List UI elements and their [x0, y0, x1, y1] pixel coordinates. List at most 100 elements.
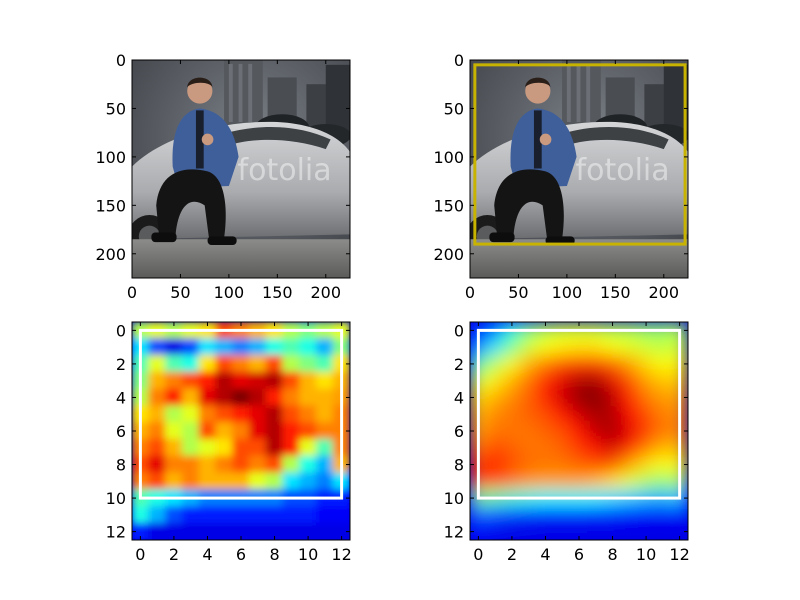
heatmap-cell [486, 338, 505, 357]
heatmap-cell [198, 371, 217, 390]
heatmap-cell [536, 438, 555, 457]
heatmap-cell [181, 422, 200, 440]
y-tick-label: 6 [454, 422, 464, 441]
heatmap-cell [148, 338, 167, 357]
heatmap-cell [265, 388, 284, 407]
heatmap-cell [299, 371, 317, 390]
x-tick-label: 12 [331, 545, 351, 564]
x-tick-label: 10 [298, 545, 318, 564]
heatmap-cell [620, 388, 639, 407]
heatmap-cell [653, 472, 672, 491]
heatmap-cell [620, 405, 639, 424]
y-tick-label: 4 [454, 388, 464, 407]
heatmap-cell [586, 522, 605, 540]
heatmap-cell [553, 355, 572, 373]
heatmap-cell [553, 438, 572, 457]
heatmap-cell [299, 338, 317, 357]
heatmap-cell [265, 338, 284, 357]
y-tick-label: 2 [454, 355, 464, 374]
heatmap-cell [165, 405, 183, 424]
heatmap-cell [265, 438, 284, 457]
heatmap-cell [603, 438, 622, 457]
heatmap-cell [232, 388, 250, 407]
heatmap-cell [536, 422, 555, 440]
heatmap-cell [586, 371, 605, 390]
heatmap-cell [603, 338, 622, 357]
heatmap-cell [148, 438, 167, 457]
x-tick-label: 100 [552, 283, 583, 302]
heatmap-cell [553, 522, 572, 540]
heatmap-cell [503, 338, 521, 357]
heatmap-cell [620, 522, 639, 540]
heatmap-cell [603, 505, 622, 524]
heatmap-cell [265, 472, 284, 491]
heatmap-cell [519, 522, 538, 540]
heatmap-cell [299, 522, 317, 540]
heatmap-cell [232, 355, 250, 373]
heatmap-cell [620, 355, 639, 373]
heatmap-cell [248, 422, 267, 440]
heatmap-cell [232, 522, 250, 540]
heatmap-cell [470, 505, 488, 524]
heatmap-cell [570, 371, 588, 390]
heatmap-cell [519, 371, 538, 390]
heatmap-cell [570, 472, 588, 491]
x-tick-label: 10 [636, 545, 656, 564]
heatmap-cell [299, 505, 317, 524]
heatmap-cell [486, 405, 505, 424]
heatmap-cell [637, 405, 655, 424]
heatmap-cell [603, 455, 622, 474]
heatmap-cell [181, 472, 200, 491]
heatmap-cell [148, 505, 167, 524]
heatmap-cell [165, 522, 183, 540]
heatmap-cell [586, 405, 605, 424]
heatmap-smoothed-subplot: 0 2 4 6 8 10 12 0 2 4 6 8 10 12 [444, 321, 690, 564]
x-tick-label: 8 [269, 545, 279, 564]
heatmap-cell [553, 388, 572, 407]
heatmap-cell [165, 371, 183, 390]
heatmap-cell [553, 455, 572, 474]
heatmap-cell [620, 472, 639, 491]
x-tick-label: 12 [669, 545, 689, 564]
photo-original-image: fotolia [132, 60, 350, 278]
heatmap-cell [553, 505, 572, 524]
heatmap-cell [570, 355, 588, 373]
heatmap-cell [282, 455, 301, 474]
x-tick-label: 0 [465, 283, 475, 302]
heatmap-cell [299, 388, 317, 407]
y-tick-label: 50 [106, 99, 126, 118]
heatmap-cell [536, 522, 555, 540]
heatmap-cell [265, 422, 284, 440]
heatmap-cell [637, 338, 655, 357]
heatmap-cell [299, 355, 317, 373]
heatmap-cell [215, 472, 234, 491]
heatmap-cell [248, 522, 267, 540]
heatmap-cell [232, 338, 250, 357]
y-tick-label: 6 [116, 422, 126, 441]
heatmap-cell [282, 522, 301, 540]
heatmap-cell [536, 505, 555, 524]
heatmap-cell [232, 405, 250, 424]
heatmap-cell [165, 422, 183, 440]
heatmap-cell [519, 405, 538, 424]
heatmap-cell [132, 522, 150, 540]
y-tick-label: 0 [116, 321, 126, 340]
y-tick-label: 0 [116, 51, 126, 70]
heatmap-cell [486, 438, 505, 457]
heatmap-cell [198, 438, 217, 457]
heatmap-cell [299, 472, 317, 491]
photo-boxed-image: fotolia [470, 60, 688, 278]
heatmap-cell [519, 355, 538, 373]
heatmap-cell [165, 388, 183, 407]
heatmap-cell [503, 422, 521, 440]
heatmap-cell [265, 371, 284, 390]
heatmap-cell [132, 505, 150, 524]
heatmap-cell [148, 388, 167, 407]
heatmap-cell [603, 422, 622, 440]
photo-original-watermark: fotolia [238, 153, 332, 188]
heatmap-cell [282, 472, 301, 491]
heatmap-cell [620, 455, 639, 474]
heatmap-cell [248, 438, 267, 457]
